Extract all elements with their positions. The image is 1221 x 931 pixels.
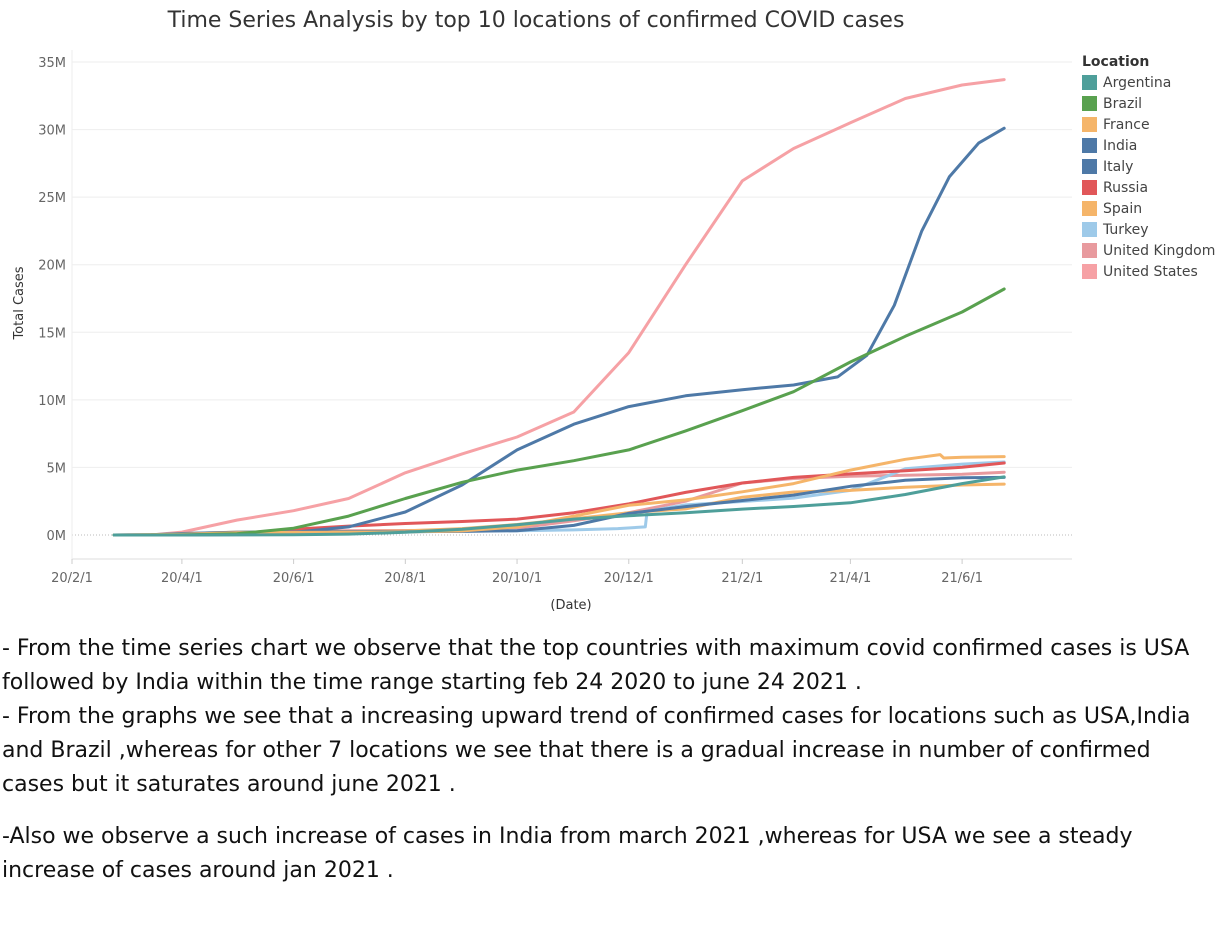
legend-label: Brazil bbox=[1103, 95, 1143, 112]
legend-label: Spain bbox=[1103, 200, 1143, 217]
legend-swatch bbox=[1082, 180, 1097, 195]
legend-swatch bbox=[1082, 222, 1097, 237]
legend-swatch bbox=[1082, 96, 1097, 111]
y-tick-label: 15M bbox=[38, 326, 66, 341]
legend-item[interactable]: Russia bbox=[1082, 177, 1215, 198]
legend: Location Argentina Brazil France India Italy… bbox=[1082, 54, 1215, 282]
legend-swatch bbox=[1082, 159, 1097, 174]
legend-label: Italy bbox=[1103, 158, 1134, 175]
series-line-france bbox=[112, 453, 1006, 537]
x-tick-label: 20/8/1 bbox=[384, 571, 426, 586]
legend-item[interactable]: United States bbox=[1082, 261, 1215, 282]
x-tick-label: 20/10/1 bbox=[492, 571, 542, 586]
legend-item[interactable]: Argentina bbox=[1082, 72, 1215, 93]
note-paragraph: - From the time series chart we observe … bbox=[2, 636, 1190, 695]
legend-item[interactable]: India bbox=[1082, 135, 1215, 156]
y-tick-label: 35M bbox=[38, 56, 66, 71]
x-tick-label: 20/2/1 bbox=[51, 571, 93, 586]
chart-title: Time Series Analysis by top 10 locations… bbox=[167, 8, 905, 33]
series-lines bbox=[112, 78, 1006, 537]
chart-canvas: 0M 5M 10M 15M 20M 25M 30M 35M 20/2/1 20/4/1 20/6/1… bbox=[12, 50, 1072, 613]
y-tick-label: 5M bbox=[47, 461, 67, 476]
y-axis-title: Total Cases bbox=[12, 266, 27, 340]
y-tick-label: 20M bbox=[38, 259, 66, 274]
legend-swatch bbox=[1082, 117, 1097, 132]
legend-label: Turkey bbox=[1103, 221, 1149, 238]
legend-swatch bbox=[1082, 264, 1097, 279]
legend-label: United Kingdom bbox=[1103, 242, 1216, 259]
axes: 0M 5M 10M 15M 20M 25M 30M 35M 20/2/1 20/4/1 20/6/1… bbox=[38, 50, 1072, 586]
legend-item[interactable]: France bbox=[1082, 114, 1215, 135]
legend-swatch bbox=[1082, 138, 1097, 153]
legend-label: India bbox=[1103, 137, 1138, 154]
legend-swatch bbox=[1082, 243, 1097, 258]
legend-item[interactable]: Spain bbox=[1082, 198, 1215, 219]
legend-item[interactable]: Brazil bbox=[1082, 93, 1215, 114]
legend-title: Location bbox=[1082, 54, 1150, 70]
legend-item[interactable]: United Kingdom bbox=[1082, 240, 1215, 261]
x-tick-label: 21/6/1 bbox=[941, 571, 983, 586]
legend-item[interactable]: Italy bbox=[1082, 156, 1215, 177]
note-paragraph: - From the graphs we see that a increasi… bbox=[2, 704, 1191, 797]
series-line-argentina bbox=[112, 475, 1006, 537]
y-tick-label: 10M bbox=[38, 394, 66, 409]
series-line-brazil bbox=[112, 287, 1006, 537]
notes: - From the time series chart we observe … bbox=[2, 632, 1217, 888]
x-tick-label: 20/12/1 bbox=[604, 571, 654, 586]
x-tick-label: 21/4/1 bbox=[829, 571, 871, 586]
legend-label: United States bbox=[1103, 263, 1198, 280]
x-tick-label: 21/2/1 bbox=[721, 571, 763, 586]
series-line-italy bbox=[112, 475, 1006, 537]
y-tick-label: 30M bbox=[38, 124, 66, 139]
legend-label: Argentina bbox=[1103, 74, 1172, 91]
legend-label: Russia bbox=[1103, 179, 1149, 196]
note-paragraph: -Also we observe a such increase of case… bbox=[2, 824, 1133, 883]
legend-item[interactable]: Turkey bbox=[1082, 219, 1215, 240]
x-tick-label: 20/6/1 bbox=[273, 571, 315, 586]
legend-swatch bbox=[1082, 201, 1097, 216]
legend-items: Argentina Brazil France India Italy Russia Spa… bbox=[1082, 72, 1215, 282]
y-tick-label: 0M bbox=[47, 529, 67, 544]
series-line-united-states bbox=[112, 78, 1006, 537]
gridlines bbox=[72, 61, 1072, 536]
y-tick-label: 25M bbox=[38, 191, 66, 206]
x-tick-label: 20/4/1 bbox=[161, 571, 203, 586]
legend-label: France bbox=[1103, 116, 1150, 133]
legend-swatch bbox=[1082, 75, 1097, 90]
x-axis-title: (Date) bbox=[550, 598, 591, 613]
